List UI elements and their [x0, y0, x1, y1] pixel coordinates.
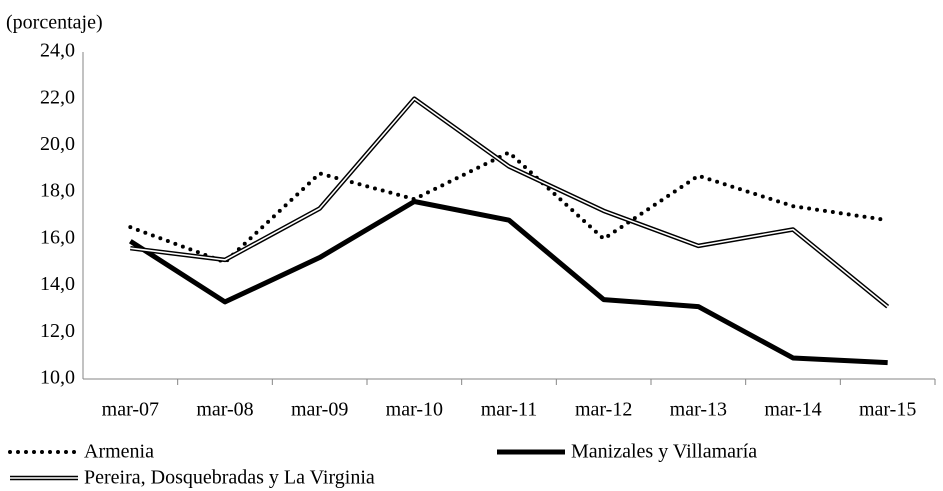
series-line	[128, 150, 890, 265]
y-tick-label: 22,0	[40, 86, 75, 108]
y-tick-label: 16,0	[40, 226, 75, 248]
y-tick-label: 10,0	[40, 367, 75, 389]
x-tick-label: mar-13	[670, 399, 727, 421]
x-tick-label: mar-08	[196, 399, 253, 421]
legend-label: Pereira, Dosquebradas y La Virginia	[84, 467, 375, 489]
y-axis-label: (porcentaje)	[6, 12, 103, 34]
y-tick-label: 20,0	[40, 133, 75, 155]
x-tick-label: mar-09	[291, 399, 348, 421]
y-tick-label: 14,0	[40, 273, 75, 295]
series-line-inner	[130, 97, 889, 308]
x-tick-label: mar-07	[102, 399, 159, 421]
series-line	[130, 96, 890, 309]
legend-label: Manizales y Villamaría	[571, 441, 757, 463]
x-tick-label: mar-15	[859, 399, 916, 421]
x-tick-label: mar-11	[481, 399, 538, 421]
y-tick-label: 18,0	[40, 180, 75, 202]
legend-label: Armenia	[84, 441, 154, 463]
x-tick-label: mar-10	[386, 399, 443, 421]
y-tick-label: 12,0	[40, 320, 75, 342]
x-tick-label: mar-12	[575, 399, 632, 421]
series-line	[128, 198, 888, 366]
y-tick-label: 24,0	[40, 40, 75, 62]
x-tick-label: mar-14	[764, 399, 821, 421]
